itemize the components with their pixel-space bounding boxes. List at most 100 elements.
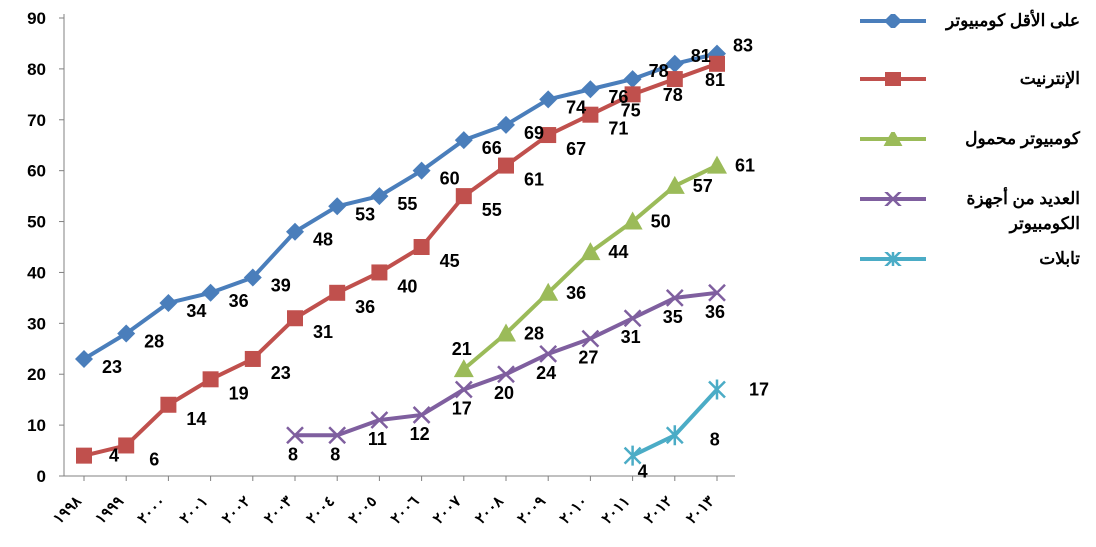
data-label: 61	[524, 170, 544, 190]
legend-swatch	[860, 72, 926, 86]
data-point	[709, 55, 725, 72]
data-point	[665, 54, 684, 73]
x-tick-label: ٢٠٠٣	[261, 493, 296, 528]
legend-item: العديد من أجهزة الكومبيوتر	[852, 186, 1092, 233]
data-point	[622, 211, 643, 230]
series-2	[453, 155, 727, 378]
data-label: 74	[566, 97, 586, 117]
data-point	[664, 175, 685, 194]
data-point	[160, 396, 177, 413]
y-tick-label: 30	[27, 314, 46, 333]
legend-label: العديد من أجهزة الكومبيوتر	[966, 189, 1080, 233]
data-point	[624, 86, 641, 103]
legend-label: كومبيوتر محمول	[965, 129, 1080, 148]
legend-label: الإنترنيت	[1019, 69, 1080, 88]
y-tick-label: 70	[27, 111, 46, 130]
data-label: 28	[144, 332, 164, 352]
legend-swatch	[860, 132, 926, 146]
data-label: 48	[313, 230, 333, 250]
data-label: 19	[229, 383, 249, 403]
data-point	[286, 426, 304, 445]
y-tick-label: 0	[37, 467, 46, 486]
data-label: 12	[410, 424, 430, 444]
data-label: 67	[566, 139, 586, 159]
data-label: 28	[524, 324, 544, 344]
x-tick-label: ٢٠١٠	[556, 493, 591, 528]
x-tick-label: ٢٠٠٧	[430, 492, 465, 527]
legend-swatch-marker	[884, 192, 902, 206]
data-label: 17	[749, 379, 769, 399]
series-0	[75, 44, 726, 368]
data-point	[287, 310, 303, 327]
x-tick-label: ٢٠١٣	[683, 493, 718, 528]
series-3	[286, 283, 726, 445]
data-point	[665, 289, 684, 307]
data-point	[412, 406, 431, 424]
data-label: 55	[397, 194, 417, 214]
data-label: 81	[705, 70, 725, 90]
data-point	[286, 222, 304, 241]
data-point	[581, 329, 600, 348]
data-point	[623, 309, 642, 328]
data-label: 45	[440, 251, 460, 271]
data-point	[243, 268, 262, 287]
y-tick-label: 90	[27, 9, 46, 28]
data-label: 44	[608, 242, 628, 262]
series-line	[83, 61, 718, 458]
data-point	[623, 445, 642, 466]
data-point	[497, 365, 515, 384]
data-label: 27	[578, 348, 598, 368]
data-label: 31	[621, 327, 641, 347]
series-line	[82, 51, 718, 361]
x-tick-label: ١٩٩٨	[50, 492, 85, 527]
legend-swatch	[860, 192, 926, 206]
data-label: 76	[608, 87, 628, 107]
x-tick-label: ٢٠٠٩	[514, 493, 549, 528]
y-tick-label: 40	[27, 263, 46, 282]
data-label: 8	[288, 444, 298, 464]
data-label: 8	[710, 429, 720, 449]
legend-swatch-marker	[884, 252, 902, 266]
data-label: 6	[149, 449, 159, 469]
data-label: 55	[482, 200, 502, 220]
data-label: 35	[663, 307, 683, 327]
data-point	[707, 155, 727, 174]
x-tick-label: ٢٠٠٥	[345, 493, 380, 528]
data-label: 31	[313, 322, 333, 342]
data-point	[370, 187, 389, 206]
legend-item: الإنترنيت	[852, 66, 1092, 106]
y-tick-label: 60	[27, 162, 46, 181]
legend-swatch-marker	[883, 132, 903, 146]
data-point	[159, 293, 178, 312]
data-point	[454, 131, 473, 150]
data-label: 36	[705, 302, 725, 322]
data-point	[328, 197, 347, 216]
data-point	[498, 157, 514, 174]
series-line	[631, 388, 719, 458]
data-label: 71	[608, 119, 628, 139]
data-point	[202, 371, 219, 388]
x-tick-label: ٢٠٠٢	[219, 493, 254, 528]
data-point	[538, 282, 559, 301]
data-point	[413, 239, 430, 255]
data-point	[540, 127, 557, 144]
data-point	[623, 70, 642, 89]
data-label: 40	[397, 276, 417, 296]
legend-label: تابلات	[1039, 249, 1080, 268]
y-tick-label: 10	[27, 416, 46, 435]
data-point	[76, 447, 92, 464]
data-label: 83	[733, 36, 753, 56]
legend-swatch	[860, 14, 926, 28]
x-tick-label: ٢٠٠٦	[388, 493, 423, 528]
data-point	[412, 161, 431, 180]
data-point	[666, 71, 683, 88]
data-point	[539, 90, 558, 109]
legend-item: كومبيوتر محمول	[852, 126, 1092, 166]
data-label: 61	[735, 156, 755, 176]
data-label: 11	[368, 429, 387, 449]
data-label: 24	[536, 363, 556, 383]
data-label: 36	[566, 283, 586, 303]
x-tick-label: ٢٠١٢	[641, 493, 676, 528]
data-point	[370, 411, 389, 429]
